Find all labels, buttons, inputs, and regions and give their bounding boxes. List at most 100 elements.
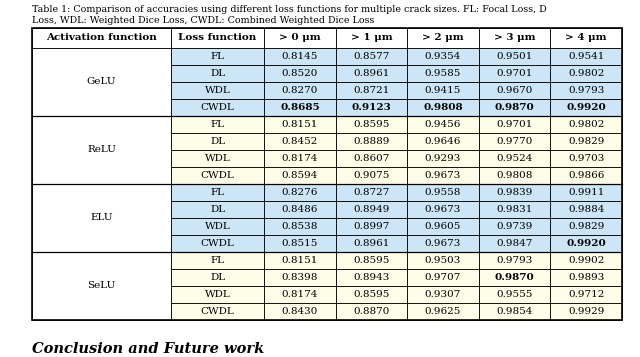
Bar (479, 167, 550, 184)
Text: > 4 μm: > 4 μm (566, 34, 607, 42)
Bar (335, 218, 407, 235)
Bar (172, 28, 264, 48)
Bar (335, 252, 407, 269)
Text: 0.9870: 0.9870 (495, 273, 534, 282)
Text: Conclusion and Future work: Conclusion and Future work (32, 342, 264, 356)
Text: 0.9673: 0.9673 (425, 171, 461, 180)
Text: 0.8520: 0.8520 (282, 69, 318, 78)
Text: Loss, WDL: Weighted Dice Loss, CWDL: Combined Weighted Dice Loss: Loss, WDL: Weighted Dice Loss, CWDL: Com… (32, 16, 374, 25)
Bar (335, 28, 407, 48)
Text: > 0 μm: > 0 μm (279, 34, 321, 42)
Text: 0.8145: 0.8145 (282, 52, 318, 61)
Bar (407, 133, 479, 150)
Bar (172, 133, 264, 150)
Text: > 2 μm: > 2 μm (422, 34, 464, 42)
Text: 0.9802: 0.9802 (568, 69, 604, 78)
Text: ELU: ELU (90, 213, 113, 222)
Bar (407, 116, 479, 133)
Text: 0.8151: 0.8151 (282, 256, 318, 265)
Bar (172, 252, 264, 269)
Text: 0.8276: 0.8276 (282, 188, 318, 197)
Bar (479, 99, 550, 116)
Bar (335, 116, 407, 133)
Text: DL: DL (210, 137, 225, 146)
Bar (335, 48, 407, 65)
Bar (407, 235, 479, 252)
Text: ReLU: ReLU (87, 146, 116, 155)
Bar (479, 218, 550, 235)
Bar (172, 235, 264, 252)
Text: WDL: WDL (205, 86, 230, 95)
Text: 0.9670: 0.9670 (497, 86, 532, 95)
Bar (335, 269, 407, 286)
Bar (264, 286, 335, 303)
Text: 0.8452: 0.8452 (282, 137, 318, 146)
Text: SeLU: SeLU (88, 282, 116, 291)
Text: 0.8151: 0.8151 (282, 120, 318, 129)
Bar (264, 99, 335, 116)
Bar (550, 28, 622, 48)
Text: 0.9847: 0.9847 (497, 239, 532, 248)
Text: WDL: WDL (205, 290, 230, 299)
Text: 0.9808: 0.9808 (423, 103, 463, 112)
Bar (335, 235, 407, 252)
Text: 0.9893: 0.9893 (568, 273, 604, 282)
Text: 0.9866: 0.9866 (568, 171, 604, 180)
Text: 0.9673: 0.9673 (425, 239, 461, 248)
Bar (550, 269, 622, 286)
Bar (172, 269, 264, 286)
Text: CWDL: CWDL (201, 307, 234, 316)
Bar (550, 201, 622, 218)
Bar (172, 99, 264, 116)
Bar (172, 286, 264, 303)
Bar (172, 65, 264, 82)
Bar (335, 133, 407, 150)
Bar (264, 28, 335, 48)
Bar (407, 150, 479, 167)
Text: 0.9707: 0.9707 (425, 273, 461, 282)
Text: Activation function: Activation function (46, 34, 157, 42)
Bar (172, 303, 264, 320)
Bar (172, 201, 264, 218)
Bar (550, 116, 622, 133)
Text: FL: FL (211, 256, 225, 265)
Bar (407, 28, 479, 48)
Text: Loss function: Loss function (179, 34, 257, 42)
Text: 0.8595: 0.8595 (353, 120, 390, 129)
Text: Table 1: Comparison of accuracies using different loss functions for multiple cr: Table 1: Comparison of accuracies using … (32, 5, 547, 14)
Text: WDL: WDL (205, 222, 230, 231)
Text: 0.9555: 0.9555 (497, 290, 532, 299)
Bar (550, 167, 622, 184)
Text: 0.9354: 0.9354 (425, 52, 461, 61)
Text: GeLU: GeLU (87, 77, 116, 86)
Bar (335, 167, 407, 184)
Bar (335, 99, 407, 116)
Text: 0.8595: 0.8595 (353, 290, 390, 299)
Text: 0.8727: 0.8727 (353, 188, 390, 197)
Text: FL: FL (211, 52, 225, 61)
Text: 0.9920: 0.9920 (566, 103, 606, 112)
Bar (407, 286, 479, 303)
Text: 0.9911: 0.9911 (568, 188, 604, 197)
Text: 0.9605: 0.9605 (425, 222, 461, 231)
Text: 0.8961: 0.8961 (353, 69, 390, 78)
Text: 0.9456: 0.9456 (425, 120, 461, 129)
Text: 0.8949: 0.8949 (353, 205, 390, 214)
Text: 0.9929: 0.9929 (568, 307, 604, 316)
Text: 0.8594: 0.8594 (282, 171, 318, 180)
Bar (479, 303, 550, 320)
Text: CWDL: CWDL (201, 103, 234, 112)
Bar (172, 116, 264, 133)
Bar (550, 150, 622, 167)
Bar (479, 252, 550, 269)
Bar (172, 150, 264, 167)
Bar (407, 99, 479, 116)
Text: 0.9831: 0.9831 (497, 205, 532, 214)
Text: FL: FL (211, 120, 225, 129)
Bar (172, 48, 264, 65)
Text: 0.8721: 0.8721 (353, 86, 390, 95)
Bar (264, 201, 335, 218)
Bar (172, 218, 264, 235)
Bar (172, 167, 264, 184)
Text: 0.9541: 0.9541 (568, 52, 604, 61)
